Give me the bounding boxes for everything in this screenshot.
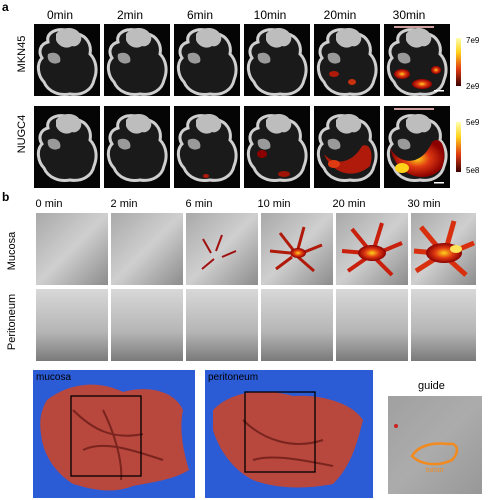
time-label-b: 6 min bbox=[185, 198, 213, 210]
row-label-mkn45: MKN45 bbox=[16, 35, 28, 73]
time-label-a: 20min bbox=[323, 8, 357, 22]
tumor-label: tumor bbox=[426, 467, 444, 474]
panel-a-image-grid bbox=[34, 24, 461, 188]
row-label-nugc4: NUGC4 bbox=[16, 114, 28, 154]
time-label-a: 2min bbox=[116, 8, 143, 22]
time-label-a: 10min bbox=[253, 8, 287, 22]
time-label-a: 30min bbox=[392, 8, 426, 22]
row-label-peritoneum: Peritoneum bbox=[6, 293, 18, 351]
time-label-b: 20 min bbox=[332, 198, 366, 210]
panel-b-image-grid bbox=[36, 213, 476, 361]
guide-image bbox=[388, 396, 482, 494]
tissue-photos bbox=[33, 370, 373, 498]
time-label-b: 2 min bbox=[110, 198, 138, 210]
colorbar-nugc4 bbox=[456, 122, 461, 172]
time-label-b: 30 min bbox=[407, 198, 441, 210]
row-mkn45-tiles bbox=[34, 24, 450, 96]
panel-a-letter: a bbox=[2, 0, 9, 14]
photo-peritoneum-label: peritoneum bbox=[208, 372, 259, 383]
time-label-a: 6min bbox=[186, 8, 213, 22]
row-label-mucosa: Mucosa bbox=[6, 231, 18, 271]
time-label-a: 0min bbox=[46, 8, 73, 22]
colorbar-max-mkn45: 7e9 bbox=[466, 36, 480, 45]
panel-b-letter: b bbox=[2, 190, 10, 204]
row-nugc4-tiles bbox=[34, 106, 450, 188]
photo-mucosa-label: mucosa bbox=[36, 372, 72, 383]
row-peritoneum-tiles bbox=[36, 289, 476, 361]
guide-title: guide bbox=[418, 380, 445, 392]
colorbar-min-nugc4: 5e8 bbox=[466, 166, 480, 175]
colorbar-max-nugc4: 5e9 bbox=[466, 118, 480, 127]
row-mucosa-tiles bbox=[36, 213, 476, 285]
time-label-b: 10 min bbox=[257, 198, 291, 210]
colorbar-min-mkn45: 2e9 bbox=[466, 82, 480, 91]
colorbar-mkn45 bbox=[456, 38, 461, 86]
time-label-b: 0 min bbox=[35, 198, 63, 210]
